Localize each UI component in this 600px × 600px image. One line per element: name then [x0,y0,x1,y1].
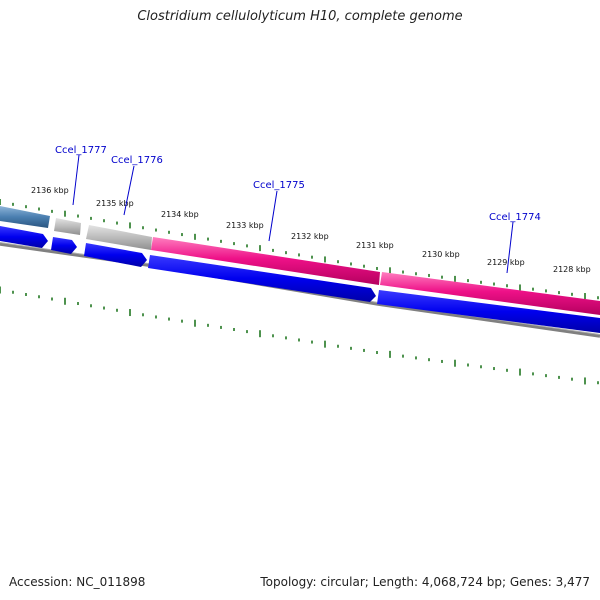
gene-labels: Ccel_1777 Ccel_1776 Ccel_1775 Ccel_1774 [55,145,541,223]
gene-steelblue[interactable] [0,206,50,228]
outer-tick-ring [0,199,599,300]
gene-ccel-1774[interactable] [380,272,600,315]
genome-summary-text: Topology: circular; Length: 4,068,724 bp… [260,575,590,589]
inner-tick-ring [0,286,599,385]
tick-label-2130: 2130 kbp [422,250,460,259]
genome-title: Clostridium cellulolyticum H10, complete… [137,9,463,24]
gene-label-leaders [72,154,514,274]
gene-arrow-3[interactable] [84,243,147,267]
gene-label-ccel-1777[interactable]: Ccel_1777 [55,145,107,156]
gene-arrow-1[interactable] [0,226,48,248]
gene-label-ccel-1774[interactable]: Ccel_1774 [489,212,541,223]
gene-arrow-5[interactable] [377,290,600,333]
tick-label-2129: 2129 kbp [487,258,525,267]
leader-ccel-1775 [268,190,278,242]
gene-ccel-1776[interactable] [86,225,152,250]
leader-ccel-1777 [72,154,80,206]
accession-text: Accession: NC_011898 [9,575,146,589]
tick-label-2133: 2133 kbp [226,221,264,230]
gene-ccel-1775[interactable] [151,237,380,285]
leader-ccel-1776 [123,165,135,216]
gene-arrow-2[interactable] [51,237,77,254]
bottom-gene-track [0,226,600,333]
top-gene-track [0,206,600,315]
tick-label-2131: 2131 kbp [356,241,394,250]
tick-label-2132: 2132 kbp [291,232,329,241]
gene-arrow-4[interactable] [148,255,376,302]
gene-label-ccel-1776[interactable]: Ccel_1776 [111,155,163,166]
kbp-labels: 2136 kbp 2135 kbp 2134 kbp 2133 kbp 2132… [31,186,591,274]
leader-ccel-1774 [506,221,514,274]
gene-ccel-1777[interactable] [54,218,81,235]
gene-label-ccel-1775[interactable]: Ccel_1775 [253,180,305,191]
tick-label-2134: 2134 kbp [161,210,199,219]
tick-label-2128: 2128 kbp [553,265,591,274]
tick-label-2135: 2135 kbp [96,199,134,208]
tick-label-2136: 2136 kbp [31,186,69,195]
